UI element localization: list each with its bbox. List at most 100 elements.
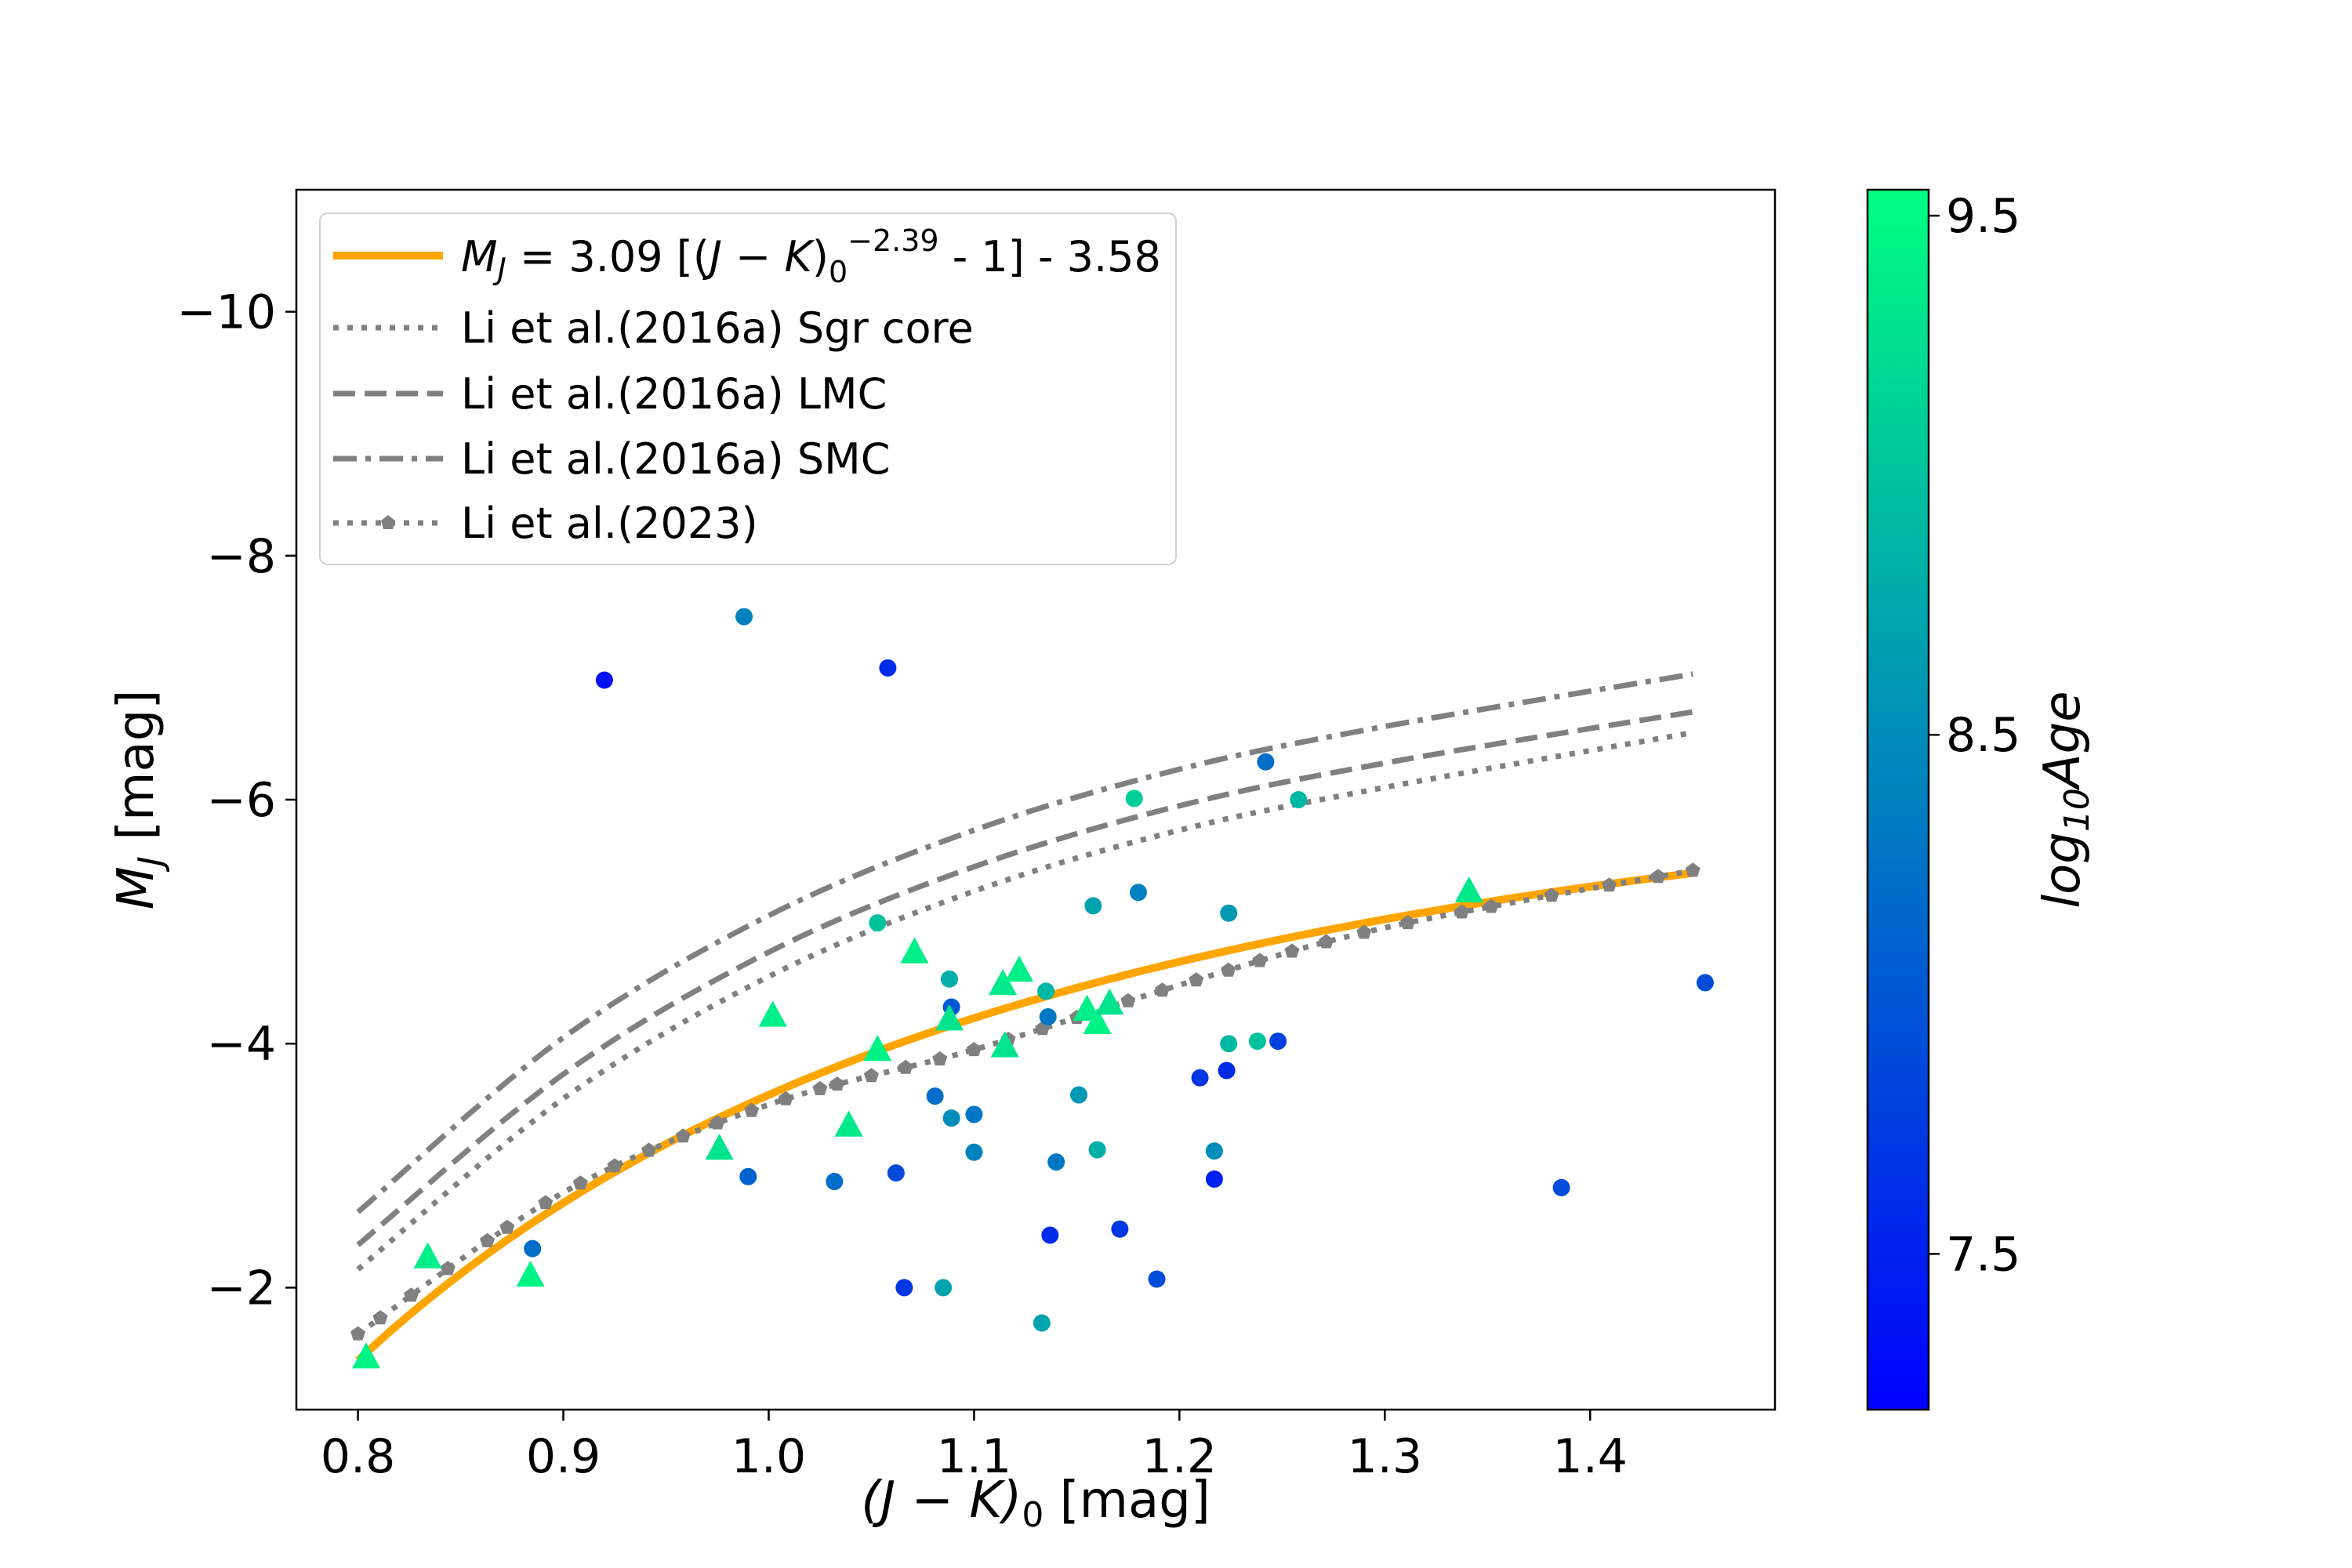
li2023-marker [675,1128,691,1143]
y-tick-label: −4 [207,1017,276,1072]
legend-label-lmc: Li et al.(2016a) LMC [461,369,887,419]
series-line-0 [355,869,1693,1363]
data-point [965,1143,983,1161]
data-point-triangle [900,937,929,964]
li2023-marker [1356,924,1372,939]
data-point [1696,974,1714,992]
data-point [1220,904,1238,922]
data-point [1125,789,1143,808]
data-point [524,1240,542,1258]
x-axis-label: (J − K)0 [mag] [861,1472,1210,1535]
data-point [1205,1142,1223,1160]
li2023-marker [572,1175,588,1190]
li2023-marker [404,1287,419,1302]
data-point [869,914,887,932]
data-point [1269,1033,1287,1051]
legend-label-fit: MJ = 3.09 [(J − K)0−2.39 - 1] - 3.58 [461,223,1161,289]
data-point-triangle [990,1031,1019,1058]
colorbar-tick-label: 9.5 [1946,189,2020,244]
data-point [887,1164,905,1182]
x-tick-label: 0.9 [526,1429,601,1484]
data-point-triangle [413,1242,442,1269]
li2023-marker [440,1261,456,1276]
colorbar-tick-label: 8.5 [1946,708,2020,763]
y-tick-label: −8 [207,529,276,584]
li2023-marker [1685,862,1700,877]
data-point [1084,897,1102,915]
li2023-marker [1284,943,1300,958]
data-point [1047,1153,1065,1171]
data-point-triangle [705,1134,734,1160]
li2023-marker [1189,972,1204,987]
colorbar-ticks: 7.5 8.5 9.5 [1929,189,2020,1282]
data-point [1088,1141,1106,1159]
li2023-marker [778,1091,793,1105]
li2023-marker [1120,993,1136,1007]
li2023-marker [538,1195,554,1210]
data-point [1070,1086,1088,1104]
data-point-triangle [516,1260,545,1287]
data-point [895,1279,913,1297]
data-point [1218,1062,1236,1080]
li2023-marker [1155,982,1170,997]
y-tick-label: −10 [176,285,276,340]
li2023-marker [1602,877,1617,892]
data-point-triangle [863,1034,892,1062]
data-point-triangle [1004,955,1034,982]
li2023-marker [1454,904,1469,919]
li2023-marker [1319,934,1334,949]
li2023-marker [744,1102,760,1117]
data-point [739,1167,757,1185]
series-line-3 [356,671,1693,1214]
x-tick-label: 1.0 [731,1429,806,1484]
data-point [1129,884,1147,902]
data-point [965,1105,983,1123]
data-point-triangle [989,968,1018,996]
li2023-marker [966,1042,982,1057]
legend-marker-li2023 [381,515,395,529]
data-point [735,608,753,626]
x-tick-label: 1.3 [1348,1429,1422,1484]
chart-curves [350,671,1700,1363]
data-point [926,1087,944,1105]
legend-label-li2023: Li et al.(2023) [461,499,758,548]
data-point [1191,1069,1209,1087]
data-point [1037,982,1055,1000]
y-axis-label: MJ [mag] [107,690,171,910]
series-line-4 [356,867,1693,1337]
li2023-marker [350,1326,366,1341]
data-point-triangle [352,1342,381,1369]
data-point [595,671,613,689]
data-point [1552,1178,1570,1196]
x-tick-label: 1.2 [1142,1429,1217,1484]
x-tick-label: 1.4 [1553,1429,1628,1484]
data-point [1111,1220,1129,1238]
series-line-2 [356,709,1693,1247]
data-point [1248,1033,1266,1051]
legend-label-smc: Li et al.(2016a) SMC [461,434,890,484]
legend-label-sgr: Li et al.(2016a) Sgr core [461,303,974,353]
li2023-marker [607,1158,622,1173]
li2023-marker [1221,962,1236,977]
legend: MJ = 3.09 [(J − K)0−2.39 - 1] - 3.58 Li … [319,212,1177,565]
li2023-marker [710,1115,725,1130]
chart-points [352,608,1714,1369]
data-point [942,1109,960,1127]
li2023-marker [898,1059,913,1074]
data-point [1290,791,1308,808]
data-point-triangle [1083,1007,1112,1034]
li2023-marker [641,1142,657,1157]
colorbar-label: log10Age [2034,691,2097,908]
colorbar [1866,188,1930,1411]
data-point-triangle [1454,876,1483,902]
data-point [1257,753,1275,771]
axes: 0.8 0.9 1.0 1.1 1.2 1.3 1.4 −2 −4 −6 −8 −10 [176,285,1628,1484]
data-point-triangle [935,1004,964,1031]
y-tick-label: −6 [207,773,276,828]
legend-box [319,212,1177,565]
li2023-marker [812,1080,828,1095]
data-point [1033,1314,1051,1332]
data-point [935,1279,953,1297]
data-point [940,970,958,988]
